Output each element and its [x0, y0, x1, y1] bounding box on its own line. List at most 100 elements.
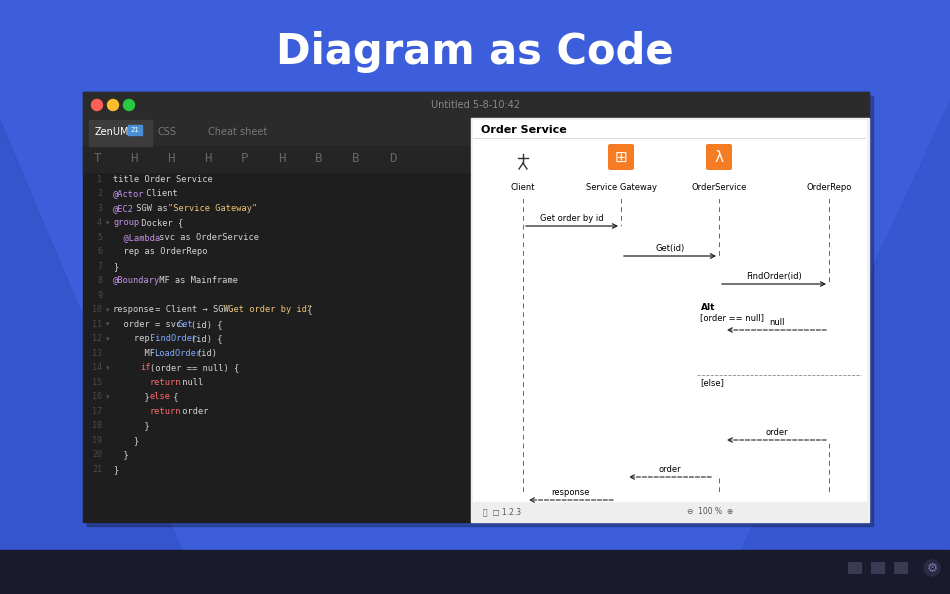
Text: ▾: ▾	[106, 220, 109, 226]
Text: 1: 1	[97, 175, 102, 184]
Bar	[586, 176, 656, 198]
FancyBboxPatch shape	[706, 144, 732, 170]
Bar	[87, 96, 873, 526]
Text: (id) {: (id) {	[191, 334, 222, 343]
Text: 7: 7	[97, 262, 102, 271]
Text: (id): (id)	[196, 349, 217, 358]
Bar	[697, 302, 861, 465]
Bar	[83, 118, 471, 146]
Text: group: group	[113, 218, 140, 228]
Text: response: response	[552, 488, 590, 497]
Circle shape	[107, 100, 119, 110]
Text: LoadOrder: LoadOrder	[155, 349, 201, 358]
Text: 14: 14	[92, 364, 102, 372]
Circle shape	[924, 560, 940, 576]
Text: ⊞: ⊞	[615, 150, 627, 165]
Text: MF.: MF.	[113, 349, 161, 358]
Text: 9: 9	[97, 290, 102, 300]
Text: null: null	[769, 318, 785, 327]
Bar	[825, 284, 833, 443]
Text: order: order	[178, 407, 209, 416]
Polygon shape	[720, 100, 950, 594]
Text: Cheat sheet: Cheat sheet	[208, 127, 267, 137]
Text: response: response	[113, 305, 155, 314]
Text: return: return	[150, 378, 181, 387]
Text: Diagram as Code: Diagram as Code	[276, 31, 674, 73]
Text: Client: Client	[511, 182, 535, 191]
Bar	[497, 176, 549, 198]
Text: 21: 21	[92, 465, 102, 474]
Bar	[471, 118, 869, 522]
Text: ⓘ  □ 1.2.3: ⓘ □ 1.2.3	[483, 507, 522, 517]
Text: 12: 12	[92, 334, 102, 343]
Text: order = svc.: order = svc.	[113, 320, 186, 328]
Bar	[89, 120, 152, 146]
Text: "Service Gateway": "Service Gateway"	[168, 204, 257, 213]
Text: H: H	[167, 153, 175, 166]
Text: rep.: rep.	[113, 334, 155, 343]
Text: }: }	[113, 392, 155, 402]
Text: FindOrder(id): FindOrder(id)	[746, 272, 802, 281]
Text: order: order	[765, 428, 788, 437]
Text: [order == null]: [order == null]	[700, 313, 764, 322]
Text: Alt: Alt	[701, 304, 715, 312]
Text: 19: 19	[92, 436, 102, 445]
Text: 10: 10	[92, 305, 102, 314]
Bar	[684, 176, 754, 198]
Bar	[894, 562, 908, 574]
Text: Get(id): Get(id)	[656, 244, 685, 253]
Text: ▾: ▾	[106, 365, 109, 371]
Text: Order Service: Order Service	[481, 125, 567, 135]
Text: T: T	[93, 153, 101, 166]
Text: {: {	[168, 392, 179, 402]
Text: 8: 8	[97, 276, 102, 285]
Text: 15: 15	[92, 378, 102, 387]
Text: 16: 16	[92, 392, 102, 402]
Text: Get: Get	[178, 320, 193, 328]
Text: H: H	[278, 153, 286, 166]
Bar	[83, 92, 869, 118]
Bar	[83, 92, 869, 522]
Text: svc as OrderService: svc as OrderService	[155, 233, 259, 242]
Text: Client: Client	[141, 189, 178, 198]
Text: if: if	[141, 364, 151, 372]
Text: ▾: ▾	[106, 336, 109, 342]
Bar	[871, 562, 885, 574]
Text: (id) {: (id) {	[191, 320, 222, 328]
Text: 21: 21	[131, 127, 140, 133]
Text: P: P	[241, 153, 249, 166]
Text: 5: 5	[97, 233, 102, 242]
Text: }: }	[113, 421, 150, 430]
Bar	[473, 502, 867, 520]
FancyBboxPatch shape	[608, 144, 634, 170]
Bar	[0, 550, 950, 594]
Text: @Actor: @Actor	[113, 189, 144, 198]
Circle shape	[91, 100, 103, 110]
Text: 18: 18	[92, 421, 102, 430]
Text: 17: 17	[92, 407, 102, 416]
Text: 20: 20	[92, 450, 102, 459]
Text: 4: 4	[97, 218, 102, 228]
Bar	[128, 125, 142, 135]
Text: }: }	[113, 450, 129, 459]
Polygon shape	[0, 120, 200, 594]
Text: @EC2: @EC2	[113, 204, 134, 213]
Text: 13: 13	[92, 349, 102, 358]
Text: H: H	[204, 153, 212, 166]
Text: ▾: ▾	[106, 321, 109, 327]
Text: else: else	[150, 392, 171, 402]
Text: ▾: ▾	[106, 394, 109, 400]
Text: FindOrder: FindOrder	[150, 334, 197, 343]
Bar	[715, 256, 723, 474]
Text: null: null	[178, 378, 203, 387]
Text: OrderRepo: OrderRepo	[807, 182, 852, 191]
Text: }: }	[113, 465, 118, 474]
Text: B: B	[352, 153, 360, 166]
Text: OrderService: OrderService	[692, 182, 747, 191]
Bar	[83, 146, 471, 172]
Text: ⚙: ⚙	[926, 561, 938, 574]
Text: {: {	[301, 305, 313, 314]
Bar	[697, 302, 719, 314]
Text: 11: 11	[92, 320, 102, 328]
Text: 3: 3	[97, 204, 102, 213]
